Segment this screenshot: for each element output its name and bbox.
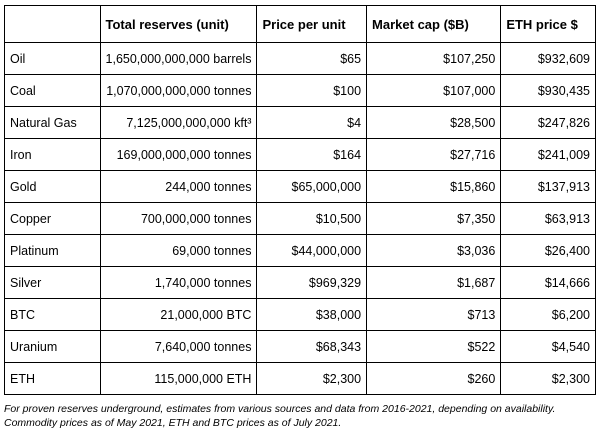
table-cell: $4,540 bbox=[500, 330, 596, 363]
row-label: Natural Gas bbox=[4, 106, 101, 139]
table-cell: 21,000,000 BTC bbox=[99, 298, 258, 331]
table-cell: $4 bbox=[256, 106, 368, 139]
table-cell: $137,913 bbox=[500, 170, 596, 203]
table-cell: $247,826 bbox=[500, 106, 596, 139]
table-cell: $65 bbox=[256, 42, 368, 75]
header-row: Total reserves (unit) Price per unit Marke… bbox=[4, 5, 596, 43]
table-cell: $7,350 bbox=[366, 202, 502, 235]
table-cell: $107,250 bbox=[366, 42, 502, 75]
table-row: Uranium 7,640,000 tonnes $68,343 $522 $4,540 bbox=[4, 330, 596, 363]
table-cell: $969,329 bbox=[256, 266, 368, 299]
table-cell: $44,000,000 bbox=[256, 234, 368, 267]
table-row: Natural Gas 7,125,000,000,000 kft³ $4 $28,5… bbox=[4, 106, 596, 139]
table-cell: $27,716 bbox=[366, 138, 502, 171]
header-cell: Price per unit bbox=[256, 5, 368, 43]
table-cell: 1,070,000,000,000 tonnes bbox=[99, 74, 258, 107]
table-cell: $28,500 bbox=[366, 106, 502, 139]
table-cell: 1,740,000 tonnes bbox=[99, 266, 258, 299]
table-cell: $6,200 bbox=[500, 298, 596, 331]
table-cell: $164 bbox=[256, 138, 368, 171]
header-cell: Total reserves (unit) bbox=[99, 5, 258, 43]
row-label: Oil bbox=[4, 42, 101, 75]
table-row: Coal 1,070,000,000,000 tonnes $100 $107,000… bbox=[4, 74, 596, 107]
table-cell: $713 bbox=[366, 298, 502, 331]
table-cell: $107,000 bbox=[366, 74, 502, 107]
header-cell: ETH price $ bbox=[500, 5, 596, 43]
row-label: Silver bbox=[4, 266, 101, 299]
table-cell: $26,400 bbox=[500, 234, 596, 267]
table-row: ETH 115,000,000 ETH $2,300 $260 $2,300 bbox=[4, 362, 596, 395]
table-cell: $15,860 bbox=[366, 170, 502, 203]
table-cell: $10,500 bbox=[256, 202, 368, 235]
table-cell: $2,300 bbox=[500, 362, 596, 395]
reserves-table: Total reserves (unit) Price per unit Marke… bbox=[4, 5, 596, 395]
row-label: Gold bbox=[4, 170, 101, 203]
table-cell: $65,000,000 bbox=[256, 170, 368, 203]
table-cell: 7,640,000 tonnes bbox=[99, 330, 258, 363]
table-cell: 244,000 tonnes bbox=[99, 170, 258, 203]
table-cell: $14,666 bbox=[500, 266, 596, 299]
row-label: Copper bbox=[4, 202, 101, 235]
table-cell: 169,000,000,000 tonnes bbox=[99, 138, 258, 171]
row-label: Uranium bbox=[4, 330, 101, 363]
footnote: For proven reserves underground, estimat… bbox=[4, 403, 556, 429]
table-row: BTC 21,000,000 BTC $38,000 $713 $6,200 bbox=[4, 298, 596, 331]
table-cell: $1,687 bbox=[366, 266, 502, 299]
table-cell: $3,036 bbox=[366, 234, 502, 267]
table-cell: $68,343 bbox=[256, 330, 368, 363]
table-row: Oil 1,650,000,000,000 barrels $65 $107,250 $… bbox=[4, 42, 596, 75]
table-row: Iron 169,000,000,000 tonnes $164 $27,716 $24… bbox=[4, 138, 596, 171]
table-cell: 7,125,000,000,000 kft³ bbox=[99, 106, 258, 139]
row-label: ETH bbox=[4, 362, 101, 395]
table-cell: 69,000 tonnes bbox=[99, 234, 258, 267]
table-body: Oil 1,650,000,000,000 barrels $65 $107,250 $… bbox=[4, 42, 596, 395]
table-cell: $241,009 bbox=[500, 138, 596, 171]
table-cell: $100 bbox=[256, 74, 368, 107]
row-label: Coal bbox=[4, 74, 101, 107]
table-cell: 115,000,000 ETH bbox=[99, 362, 258, 395]
row-label: BTC bbox=[4, 298, 101, 331]
header-cell: Market cap ($B) bbox=[366, 5, 502, 43]
table-cell: $930,435 bbox=[500, 74, 596, 107]
table-row: Copper 700,000,000 tonnes $10,500 $7,350 $63… bbox=[4, 202, 596, 235]
header-cell bbox=[4, 5, 101, 43]
table-cell: $932,609 bbox=[500, 42, 596, 75]
table-row: Silver 1,740,000 tonnes $969,329 $1,687 $14,… bbox=[4, 266, 596, 299]
table-cell: $38,000 bbox=[256, 298, 368, 331]
table-cell: $522 bbox=[366, 330, 502, 363]
table-row: Platinum 69,000 tonnes $44,000,000 $3,036 $2… bbox=[4, 234, 596, 267]
row-label: Platinum bbox=[4, 234, 101, 267]
table-row: Gold 244,000 tonnes $65,000,000 $15,860 $137… bbox=[4, 170, 596, 203]
table-cell: 700,000,000 tonnes bbox=[99, 202, 258, 235]
table-cell: 1,650,000,000,000 barrels bbox=[99, 42, 258, 75]
table-cell: $2,300 bbox=[256, 362, 368, 395]
table-cell: $260 bbox=[366, 362, 502, 395]
table-cell: $63,913 bbox=[500, 202, 596, 235]
row-label: Iron bbox=[4, 138, 101, 171]
